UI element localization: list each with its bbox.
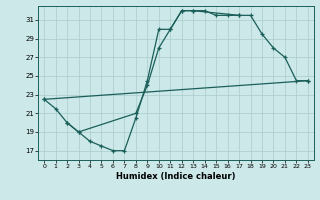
X-axis label: Humidex (Indice chaleur): Humidex (Indice chaleur): [116, 172, 236, 181]
